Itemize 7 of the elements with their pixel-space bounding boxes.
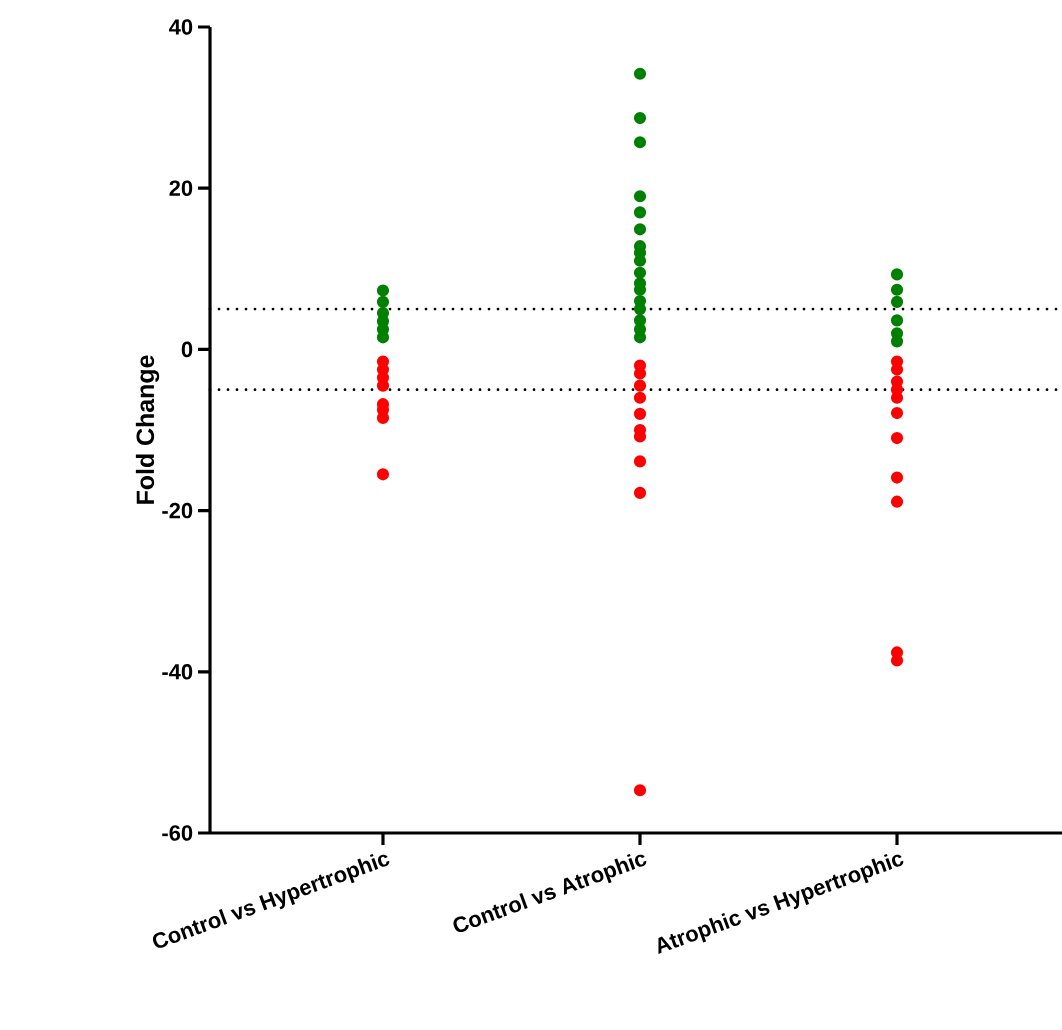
y-tick-label: -20: [162, 502, 193, 519]
y-axis-title: Fold Change: [135, 355, 160, 504]
y-tick-label: -60: [162, 825, 193, 841]
y-tick-label: 20: [169, 180, 193, 196]
y-tick-label: 40: [169, 19, 193, 35]
y-tick-label: -40: [162, 664, 193, 680]
y-tick-label: 0: [181, 341, 193, 358]
